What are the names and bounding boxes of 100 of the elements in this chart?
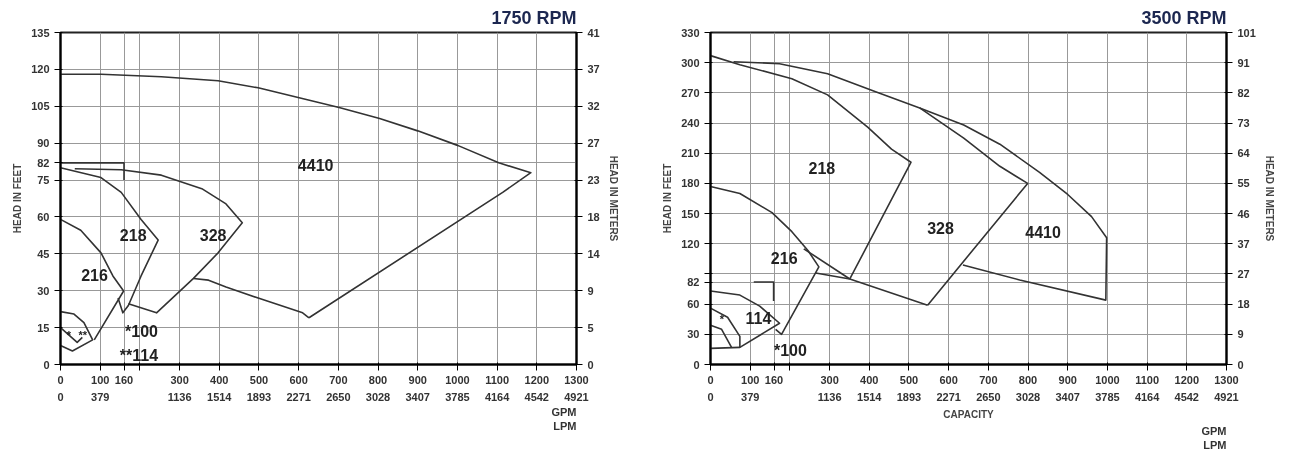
y-tick-label: 270 (681, 86, 700, 99)
y2-tick-label: 64 (1237, 147, 1251, 160)
y-tick-label: 30 (687, 328, 700, 341)
x2-tick-label: 1893 (246, 390, 272, 403)
x-tick-label: 300 (170, 373, 189, 386)
y-axis-title: HEAD IN FEET (662, 163, 674, 234)
y2-tick-label: 46 (1237, 207, 1250, 220)
annotation: * (66, 328, 72, 341)
x2-tick-label: 2650 (976, 390, 1001, 403)
y2-tick-label: 41 (587, 26, 600, 39)
x-tick-label: 300 (820, 373, 839, 386)
x2-tick-label: 3785 (445, 390, 470, 403)
text: GPM (551, 405, 577, 418)
y2-tick-label: 37 (1237, 237, 1250, 250)
x-tick-label: 600 (939, 373, 958, 386)
x-tick-label: 1000 (445, 373, 470, 386)
annotation: 218 (119, 227, 147, 245)
y-tick-label: 15 (37, 321, 50, 334)
x2-tick-label: 2650 (326, 390, 351, 403)
y2-tick-label: 23 (587, 174, 600, 187)
annotation: 114 (745, 310, 772, 328)
x2-tick-label: 3407 (405, 390, 430, 403)
x2-tick-label: 1514 (207, 390, 233, 403)
x-tick-label: 160 (764, 373, 784, 386)
y2-tick-label: 82 (1237, 86, 1250, 99)
x-tick-label: 0 (707, 373, 714, 386)
chart-title: 1750 RPM (491, 7, 577, 28)
x-tick-label: 600 (289, 373, 308, 386)
annotation: 218 (808, 159, 836, 177)
text: GPM (1201, 424, 1227, 437)
y-tick-label: 45 (37, 247, 50, 260)
y2-tick-label: 27 (1237, 267, 1250, 280)
x-tick-label: 900 (408, 373, 427, 386)
x2-tick-label: 3785 (1095, 390, 1120, 403)
y-tick-label: 300 (681, 56, 700, 69)
x2-tick-label: 0 (707, 390, 714, 403)
y-tick-label: 30 (37, 284, 50, 297)
x-tick-label: 1200 (1174, 373, 1200, 386)
y2-tick-label: 55 (1237, 177, 1250, 190)
x2-tick-label: 4164 (484, 390, 511, 403)
chart-title: 3500 RPM (1141, 7, 1227, 28)
x2-tick-label: 1514 (857, 390, 883, 403)
x-tick-label: 160 (114, 373, 134, 386)
x-tick-label: 1300 (564, 373, 589, 386)
x-tick-label: 700 (979, 373, 998, 386)
x-tick-label: 400 (860, 373, 879, 386)
y2-tick-label: 37 (587, 63, 600, 76)
annotation: 216 (770, 250, 798, 268)
y-tick-label: 120 (31, 63, 50, 76)
x2-tick-label: 3028 (1015, 390, 1041, 403)
y2-axis-title: HEAD IN METERS (1263, 155, 1275, 242)
x-tick-label: 1300 (1214, 373, 1239, 386)
x2-tick-label: 0 (57, 390, 64, 403)
y-tick-label: 210 (681, 147, 700, 160)
y-tick-label: 60 (37, 210, 50, 223)
x2-tick-label: 2271 (286, 390, 311, 403)
annotation: ** (78, 328, 88, 341)
x-tick-label: 1100 (1135, 373, 1160, 386)
y2-tick-label: 0 (587, 358, 594, 371)
y2-tick-label: 5 (587, 321, 594, 334)
annotation: 328 (927, 220, 955, 238)
x-tick-label: 500 (249, 373, 269, 386)
annotation: *100 (125, 322, 159, 340)
text: LPM (1203, 438, 1227, 451)
x-tick-label: 400 (210, 373, 229, 386)
y2-tick-label: 9 (1237, 328, 1244, 341)
y2-tick-label: 18 (1237, 298, 1250, 311)
annotation: *100 (773, 342, 807, 360)
x-tick-label: 700 (329, 373, 348, 386)
y2-tick-label: 101 (1237, 26, 1256, 39)
x-tick-label: 100 (741, 373, 760, 386)
y2-tick-label: 18 (587, 210, 600, 223)
x-tick-label: 1000 (1095, 373, 1120, 386)
annotation: 328 (199, 227, 227, 245)
annotation: 4410 (1025, 223, 1061, 241)
y2-tick-label: 32 (587, 100, 600, 113)
annotation: **114 (119, 347, 159, 365)
y2-tick-label: 14 (587, 247, 601, 260)
x-tick-label: 100 (91, 373, 110, 386)
x-tick-label: 1100 (485, 373, 510, 386)
y-tick-label: 330 (681, 26, 700, 39)
x-tick-label: 800 (1018, 373, 1038, 386)
annotation: * (719, 313, 725, 326)
y-tick-label: 0 (43, 358, 50, 371)
x-tick-label: 500 (899, 373, 919, 386)
x-tick-label: 0 (57, 373, 64, 386)
y-tick-label: 150 (681, 207, 700, 220)
y-tick-label: 82 (37, 156, 50, 169)
x2-tick-label: 4164 (1134, 390, 1161, 403)
x2-tick-label: 3028 (365, 390, 391, 403)
annotation: 4410 (297, 157, 334, 175)
x2-tick-label: 1893 (896, 390, 922, 403)
y-tick-label: 0 (693, 358, 700, 371)
x2-tick-label: 4921 (1214, 390, 1239, 403)
text: LPM (553, 419, 577, 432)
x2-tick-label: 4921 (564, 390, 589, 403)
y2-tick-label: 73 (1237, 117, 1250, 130)
y-tick-label: 240 (681, 117, 700, 130)
x-tick-label: 1200 (524, 373, 550, 386)
x2-tick-label: 2271 (936, 390, 961, 403)
